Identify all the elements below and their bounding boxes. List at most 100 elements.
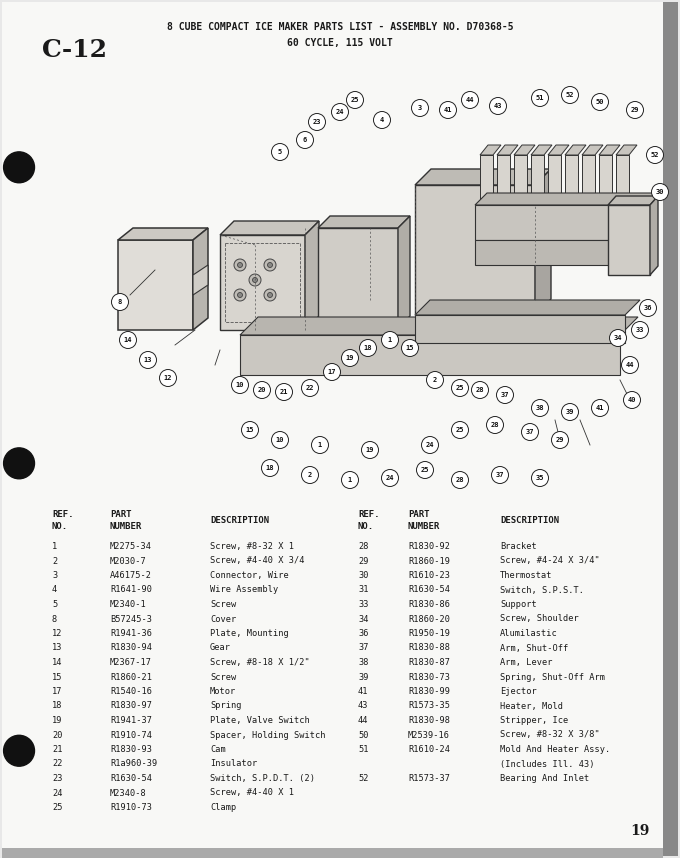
Circle shape [237,263,243,268]
Text: Mold And Heater Assy.: Mold And Heater Assy. [500,745,610,754]
Polygon shape [240,317,638,335]
Text: Clamp: Clamp [210,803,236,812]
Text: 37: 37 [526,429,534,435]
Circle shape [532,400,549,416]
Circle shape [264,259,276,271]
Text: R1830-93: R1830-93 [110,745,152,754]
Text: 38: 38 [358,658,369,667]
Text: Screw, #8-32 X 1: Screw, #8-32 X 1 [210,542,294,551]
Text: 28: 28 [491,422,499,428]
Bar [240,335,620,375]
Circle shape [490,98,507,114]
Circle shape [254,382,271,398]
Bar [475,240,648,265]
Text: REF.: REF. [52,510,73,519]
Text: 37: 37 [358,644,369,652]
Text: 33: 33 [358,600,369,609]
Circle shape [267,293,273,298]
Text: 13: 13 [143,357,152,363]
Polygon shape [305,221,319,330]
Circle shape [360,340,377,357]
Circle shape [301,379,318,396]
Text: 18: 18 [266,465,274,471]
Circle shape [401,340,418,357]
Bar [548,155,561,205]
Circle shape [237,293,243,298]
Circle shape [160,370,177,386]
Text: Plate, Mounting: Plate, Mounting [210,629,289,638]
Text: 44: 44 [626,362,634,368]
Circle shape [486,416,503,433]
Text: 12: 12 [52,629,63,638]
Text: Gear: Gear [210,644,231,652]
Circle shape [624,391,641,408]
Text: 8: 8 [118,299,122,305]
Text: 28: 28 [358,542,369,551]
Circle shape [471,382,488,398]
Polygon shape [318,216,410,228]
Text: Arm, Lever: Arm, Lever [500,658,552,667]
Text: R1a960-39: R1a960-39 [110,759,157,769]
Text: PART: PART [408,510,430,519]
Circle shape [234,289,246,301]
Text: 14: 14 [52,658,63,667]
Text: R1830-73: R1830-73 [408,673,450,681]
Text: 50: 50 [596,99,605,105]
Bar [514,155,527,205]
Text: M2340-1: M2340-1 [110,600,147,609]
Text: R1830-98: R1830-98 [408,716,450,725]
Text: 31: 31 [358,585,369,595]
Text: 43: 43 [358,702,369,710]
Text: R1630-54: R1630-54 [110,774,152,783]
Text: (Includes Ill. 43): (Includes Ill. 43) [500,759,594,769]
Circle shape [271,143,288,160]
Text: 13: 13 [52,644,63,652]
Circle shape [332,104,348,120]
Text: 40: 40 [628,397,636,403]
Text: 38: 38 [536,405,544,411]
Circle shape [562,403,579,420]
Polygon shape [220,221,319,235]
Text: R1910-74: R1910-74 [110,730,152,740]
Text: R1573-37: R1573-37 [408,774,450,783]
Circle shape [231,377,248,394]
Text: 37: 37 [500,392,509,398]
Circle shape [262,460,279,476]
Text: R1830-92: R1830-92 [408,542,450,551]
Text: 41: 41 [444,107,452,113]
Polygon shape [608,196,658,205]
Polygon shape [531,145,552,155]
Polygon shape [398,216,410,328]
Circle shape [3,448,35,479]
Bar [616,155,629,205]
Text: 23: 23 [52,774,63,783]
Text: 33: 33 [636,327,644,333]
Polygon shape [118,228,208,240]
Circle shape [264,289,276,301]
Text: 51: 51 [358,745,369,754]
Polygon shape [565,145,586,155]
Text: 1: 1 [388,337,392,343]
Circle shape [609,329,626,347]
Polygon shape [497,145,518,155]
Polygon shape [415,300,640,315]
Text: R1941-36: R1941-36 [110,629,152,638]
Text: R1830-88: R1830-88 [408,644,450,652]
Text: Screw, #4-40 X 1: Screw, #4-40 X 1 [210,789,294,797]
Circle shape [411,100,428,117]
Text: B57245-3: B57245-3 [110,614,152,624]
Text: 24: 24 [52,789,63,797]
Bar [2,848,663,858]
Circle shape [452,472,469,488]
Text: 10: 10 [276,437,284,443]
Text: 41: 41 [358,687,369,696]
Text: R1610-24: R1610-24 [408,745,450,754]
Text: 50: 50 [358,730,369,740]
Circle shape [452,379,469,396]
Circle shape [422,437,439,454]
Text: 39: 39 [358,673,369,681]
Circle shape [522,424,539,440]
Text: R1641-90: R1641-90 [110,585,152,595]
Circle shape [112,293,129,311]
Text: 5: 5 [52,600,57,609]
